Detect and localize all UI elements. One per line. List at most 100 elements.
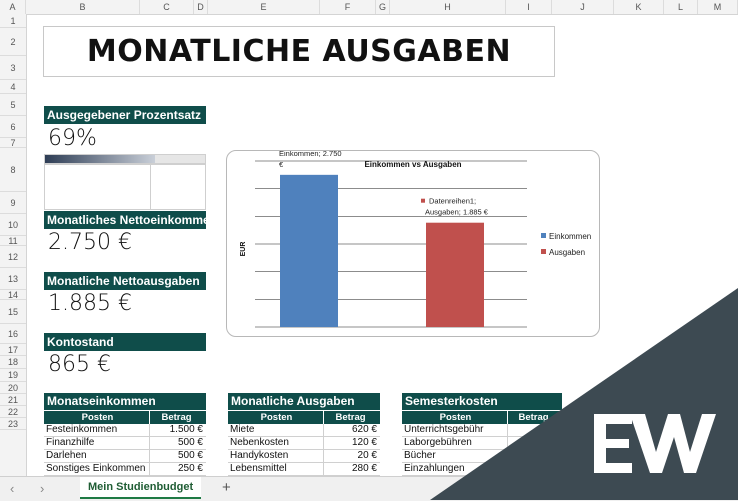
- row-header-15[interactable]: 15: [0, 300, 26, 324]
- table-cell-betrag[interactable]: 500 €: [177, 437, 203, 448]
- table-cell-posten[interactable]: Laborgebühren: [402, 437, 508, 449]
- row-header-bar: 1 2 3 4 5 6 7 8 9 10 11 12 13 14 15 16 17 18 19 20 21 22 23: [0, 14, 27, 476]
- table-row[interactable]: Handykosten 20 €: [228, 450, 380, 463]
- row-header-5[interactable]: 5: [0, 94, 26, 116]
- income-header-posten: Posten: [44, 411, 150, 424]
- row-header-23[interactable]: 23: [0, 418, 26, 430]
- table-cell-betrag[interactable]: [508, 450, 562, 462]
- table-row[interactable]: Festeinkommen 1.500 €: [44, 424, 206, 437]
- table-cell-posten[interactable]: Lebensmittel: [228, 463, 324, 475]
- column-header-a[interactable]: A: [0, 0, 26, 14]
- sheet-tab-bar: ‹ › Mein Studienbudget +: [0, 476, 738, 501]
- table-row[interactable]: Nebenkosten 120 €: [228, 437, 380, 450]
- table-cell-betrag[interactable]: 280 €: [351, 463, 377, 474]
- row-header-22[interactable]: 22: [0, 406, 26, 418]
- kpi-income-label: Monatliches Nettoeinkommen: [44, 211, 206, 229]
- column-header-g[interactable]: G: [376, 0, 390, 14]
- table-cell-betrag[interactable]: 500 €: [177, 450, 203, 461]
- table-row[interactable]: Unterrichtsgebühr: [402, 424, 562, 437]
- row-header-8[interactable]: 8: [0, 148, 26, 192]
- table-cell-posten[interactable]: Bücher: [402, 450, 508, 462]
- table-cell-posten[interactable]: Festeinkommen: [44, 424, 150, 436]
- chart-legend: Einkommen Ausgaben: [541, 232, 591, 257]
- row-header-21[interactable]: 21: [0, 394, 26, 406]
- row-header-20[interactable]: 20: [0, 382, 26, 394]
- row-header-17[interactable]: 17: [0, 344, 26, 356]
- chart-svg: Einkommen vs Ausgaben EUR Datenreihen1; E…: [240, 138, 591, 328]
- row-header-12[interactable]: 12: [0, 246, 26, 268]
- table-cell-betrag[interactable]: 620 €: [351, 424, 377, 435]
- column-header-c[interactable]: C: [140, 0, 194, 14]
- column-header-f[interactable]: F: [320, 0, 376, 14]
- income-header-betrag: Betrag: [161, 412, 192, 423]
- table-row[interactable]: Darlehen 500 €: [44, 450, 206, 463]
- row-header-19[interactable]: 19: [0, 369, 26, 382]
- column-header-m[interactable]: M: [698, 0, 738, 14]
- ew-logo-icon: [594, 414, 716, 473]
- expenses-table: Monatliche Ausgaben Posten Betrag Miete 6…: [228, 393, 380, 476]
- row-header-16[interactable]: 16: [0, 324, 26, 344]
- kpi-expenses-label: Monatliche Nettoausgaben: [44, 272, 206, 290]
- row-header-1[interactable]: 1: [0, 14, 26, 28]
- row-header-14[interactable]: 14: [0, 290, 26, 300]
- table-cell-posten[interactable]: Finanzhilfe: [44, 437, 150, 449]
- column-header-b[interactable]: B: [26, 0, 140, 14]
- table-row[interactable]: Finanzhilfe 500 €: [44, 437, 206, 450]
- row-header-10[interactable]: 10: [0, 214, 26, 236]
- column-header-e[interactable]: E: [208, 0, 320, 14]
- table-cell-posten[interactable]: Unterrichtsgebühr: [402, 424, 508, 436]
- sheet-prev-arrow-icon[interactable]: ‹: [10, 481, 15, 496]
- table-row[interactable]: Einzahlungen: [402, 463, 562, 476]
- chart-data-label: €: [279, 160, 284, 169]
- table-row[interactable]: Lebensmittel 280 €: [228, 463, 380, 476]
- table-cell-betrag[interactable]: [508, 424, 562, 436]
- table-cell-posten[interactable]: Nebenkosten: [228, 437, 324, 449]
- income-table: Monatseinkommen Posten Betrag Festeinkom…: [44, 393, 206, 476]
- chart-bar-einkommen[interactable]: [280, 174, 338, 327]
- table-cell-posten[interactable]: Einzahlungen: [402, 463, 508, 475]
- row-header-4[interactable]: 4: [0, 80, 26, 94]
- kpi-expenses-value: 1.885 €: [48, 291, 132, 316]
- table-cell-betrag[interactable]: 250 €: [177, 463, 203, 474]
- column-header-d[interactable]: D: [194, 0, 208, 14]
- page-title: MONATLICHE AUSGABEN: [86, 34, 512, 69]
- table-cell-betrag[interactable]: [508, 463, 562, 475]
- expenses-table-header: Posten Betrag: [228, 410, 380, 424]
- table-cell-posten[interactable]: Darlehen: [44, 450, 150, 462]
- row-header-13[interactable]: 13: [0, 268, 26, 290]
- chart-legend-label: Ausgaben: [549, 248, 585, 257]
- table-cell-betrag[interactable]: 1.500 €: [169, 424, 203, 435]
- table-row[interactable]: Laborgebühren: [402, 437, 562, 450]
- row-header-18[interactable]: 18: [0, 356, 26, 369]
- table-row[interactable]: Miete 620 €: [228, 424, 380, 437]
- table-row[interactable]: Sonstiges Einkommen 250 €: [44, 463, 206, 476]
- chart-bar-ausgaben[interactable]: [426, 222, 484, 327]
- sheet-next-arrow-icon[interactable]: ›: [40, 481, 45, 496]
- column-header-h[interactable]: H: [390, 0, 506, 14]
- table-cell-betrag[interactable]: [508, 437, 562, 449]
- chart-legend-label: Einkommen: [549, 232, 591, 241]
- table-cell-posten[interactable]: Handykosten: [228, 450, 324, 462]
- row-header-7[interactable]: 7: [0, 138, 26, 148]
- column-header-i[interactable]: I: [506, 0, 552, 14]
- semester-header-betrag: Betrag: [518, 412, 549, 423]
- row-header-3[interactable]: 3: [0, 56, 26, 80]
- income-table-header: Posten Betrag: [44, 410, 206, 424]
- column-header-k[interactable]: K: [614, 0, 664, 14]
- column-header-l[interactable]: L: [664, 0, 698, 14]
- expenses-table-title: Monatliche Ausgaben: [228, 393, 380, 410]
- add-sheet-button[interactable]: +: [222, 479, 231, 496]
- row-header-6[interactable]: 6: [0, 116, 26, 138]
- bar-chart[interactable]: Einkommen vs Ausgaben EUR Datenreihen1; E…: [226, 138, 600, 337]
- table-cell-posten[interactable]: Miete: [228, 424, 324, 436]
- table-row[interactable]: Bücher: [402, 450, 562, 463]
- row-header-11[interactable]: 11: [0, 236, 26, 246]
- column-header-j[interactable]: J: [552, 0, 614, 14]
- table-cell-betrag[interactable]: 20 €: [357, 450, 377, 461]
- table-cell-posten[interactable]: Sonstiges Einkommen: [44, 463, 150, 475]
- chart-data-label-marker: [421, 198, 425, 203]
- row-header-2[interactable]: 2: [0, 28, 26, 56]
- row-header-9[interactable]: 9: [0, 192, 26, 214]
- table-cell-betrag[interactable]: 120 €: [351, 437, 377, 448]
- sheet-tab-active[interactable]: Mein Studienbudget: [80, 477, 202, 499]
